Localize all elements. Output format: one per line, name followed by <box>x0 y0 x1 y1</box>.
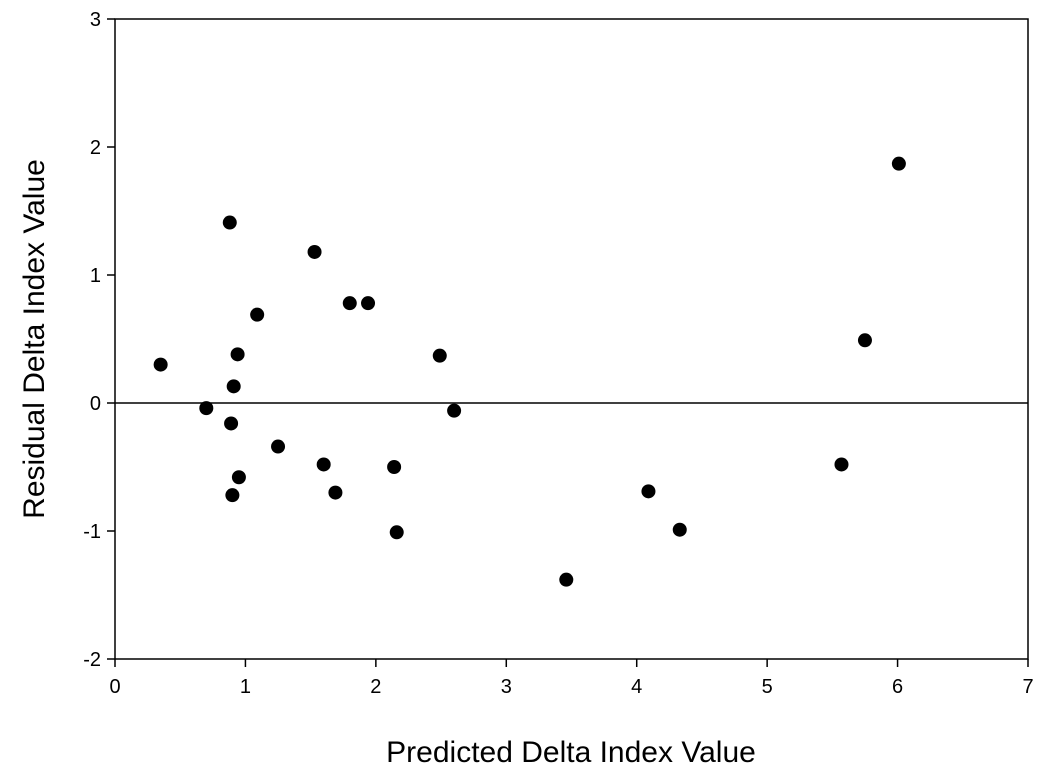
data-point <box>231 470 246 485</box>
data-point <box>342 296 357 311</box>
data-point <box>230 347 245 362</box>
data-point <box>328 485 343 500</box>
data-point <box>225 488 240 503</box>
y-tick-label: 1 <box>90 265 101 287</box>
data-point <box>834 457 849 472</box>
data-point <box>222 215 237 230</box>
x-tick-label: 5 <box>762 676 773 698</box>
y-tick-label: -1 <box>83 521 101 543</box>
data-point <box>891 156 906 171</box>
data-point <box>387 460 402 474</box>
x-tick-label: 6 <box>892 676 903 698</box>
data-point <box>224 416 239 431</box>
y-axis-title: Residual Delta Index Value <box>18 159 51 519</box>
y-tick-label: 0 <box>90 393 101 415</box>
data-point <box>271 439 286 454</box>
data-point <box>226 379 241 394</box>
x-axis-ticks: 0 1 2 3 4 5 6 7 <box>109 659 1034 698</box>
data-point <box>389 525 404 540</box>
data-point <box>250 307 265 322</box>
data-point <box>672 522 687 537</box>
data-point <box>307 244 322 259</box>
data-point <box>316 457 331 472</box>
x-tick-label: 4 <box>631 676 642 698</box>
y-tick-label: -2 <box>83 649 101 671</box>
plot-area <box>114 18 1029 660</box>
data-points <box>153 156 906 587</box>
x-tick-label: 2 <box>370 676 381 698</box>
data-point <box>641 484 656 499</box>
x-tick-label: 1 <box>240 676 251 698</box>
x-tick-label: 7 <box>1022 676 1033 698</box>
y-tick-label: 3 <box>90 9 101 31</box>
data-point <box>199 401 214 416</box>
data-point <box>857 333 872 348</box>
data-point <box>432 348 447 363</box>
data-point <box>153 357 168 372</box>
data-point <box>361 296 376 311</box>
x-tick-label: 3 <box>501 676 512 698</box>
y-tick-label: 2 <box>90 137 101 159</box>
y-axis-ticks: -2 -1 0 1 2 3 <box>83 9 115 671</box>
data-point <box>559 572 574 587</box>
x-tick-label: 0 <box>109 676 120 698</box>
x-axis-title: Predicted Delta Index Value <box>386 736 756 769</box>
data-point <box>447 403 462 418</box>
